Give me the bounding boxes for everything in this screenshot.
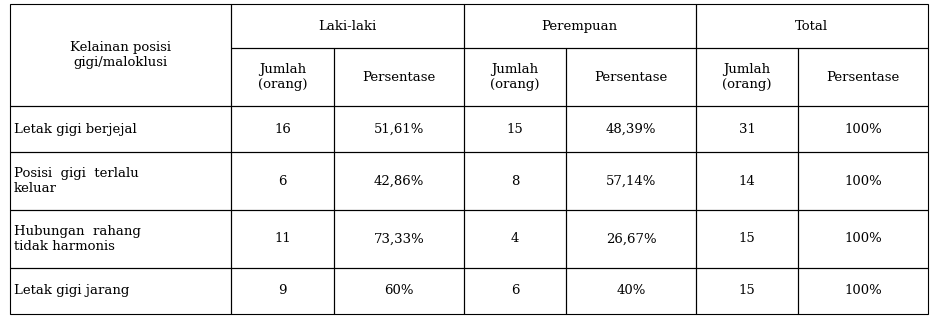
Bar [567,106,696,152]
Bar [10,4,232,106]
Bar [334,48,463,106]
Text: 40%: 40% [616,284,645,297]
Bar [334,152,463,210]
Text: Kelainan posisi
gigi/maloklusi: Kelainan posisi gigi/maloklusi [70,41,172,69]
Bar [567,152,696,210]
Text: 100%: 100% [844,123,882,136]
Bar [10,106,232,152]
Text: Laki-laki: Laki-laki [318,20,377,33]
Text: 15: 15 [507,123,523,136]
Text: 15: 15 [739,284,755,297]
Bar [798,48,928,106]
Bar [696,4,928,48]
Bar [798,210,928,268]
Bar [463,106,567,152]
Bar [696,152,798,210]
Text: 15: 15 [739,232,755,245]
Bar [334,210,463,268]
Text: 9: 9 [279,284,287,297]
Text: Persentase: Persentase [362,71,435,84]
Text: 26,67%: 26,67% [606,232,657,245]
Text: 51,61%: 51,61% [373,123,424,136]
Bar [10,152,232,210]
Text: Hubungan  rahang
tidak harmonis: Hubungan rahang tidak harmonis [14,225,141,253]
Text: 100%: 100% [844,284,882,297]
Text: 100%: 100% [844,175,882,188]
Text: Persentase: Persentase [826,71,900,84]
Bar [232,48,334,106]
Text: 73,33%: 73,33% [373,232,424,245]
Bar [463,48,567,106]
Text: 57,14%: 57,14% [606,175,657,188]
Bar [696,106,798,152]
Text: Total: Total [795,20,828,33]
Bar [463,268,567,314]
Text: 48,39%: 48,39% [606,123,657,136]
Bar [463,4,696,48]
Text: 31: 31 [738,123,755,136]
Bar [232,4,463,48]
Bar [10,268,232,314]
Bar [232,210,334,268]
Text: Jumlah
(orang): Jumlah (orang) [491,63,539,91]
Text: 42,86%: 42,86% [373,175,424,188]
Text: 60%: 60% [384,284,414,297]
Bar [232,268,334,314]
Text: Jumlah
(orang): Jumlah (orang) [722,63,772,91]
Bar [798,268,928,314]
Bar [696,210,798,268]
Bar [232,106,334,152]
Bar [567,48,696,106]
Bar [696,48,798,106]
Bar [334,268,463,314]
Bar [232,152,334,210]
Bar [798,152,928,210]
Bar [463,210,567,268]
Bar [10,210,232,268]
Text: 16: 16 [274,123,291,136]
Text: Jumlah
(orang): Jumlah (orang) [258,63,308,91]
Text: Persentase: Persentase [595,71,668,84]
Bar [798,106,928,152]
Bar [463,152,567,210]
Text: 14: 14 [739,175,755,188]
Text: 11: 11 [274,232,291,245]
Bar [567,210,696,268]
Text: 6: 6 [279,175,287,188]
Text: 8: 8 [510,175,519,188]
Text: 100%: 100% [844,232,882,245]
Bar [696,268,798,314]
Text: Posisi  gigi  terlalu
keluar: Posisi gigi terlalu keluar [14,167,139,195]
Bar [334,106,463,152]
Text: 6: 6 [510,284,519,297]
Text: Letak gigi berjejal: Letak gigi berjejal [14,123,137,136]
Text: 4: 4 [510,232,519,245]
Text: Letak gigi jarang: Letak gigi jarang [14,284,129,297]
Text: Perempuan: Perempuan [541,20,618,33]
Bar [567,268,696,314]
